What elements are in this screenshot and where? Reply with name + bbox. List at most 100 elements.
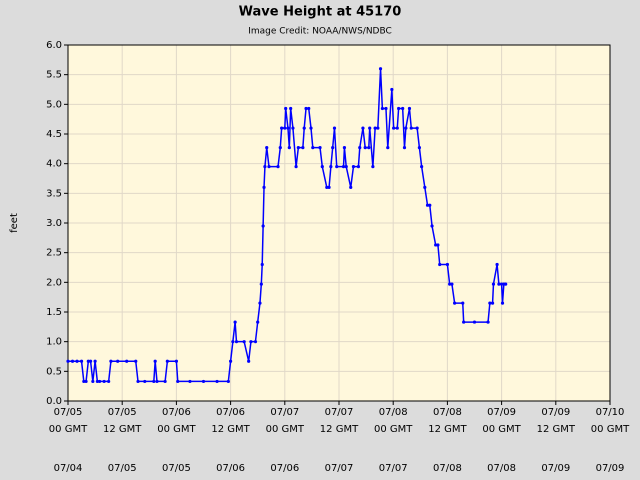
data-point <box>423 185 427 189</box>
data-point <box>472 320 477 324</box>
data-point <box>233 320 237 324</box>
data-point <box>174 359 178 363</box>
data-point <box>70 359 75 363</box>
chart-subtitle: Image Credit: NOAA/NWS/NDBC <box>248 27 392 37</box>
data-point <box>143 379 147 384</box>
data-point <box>280 126 284 130</box>
x-tick-label: 07/05 <box>108 407 137 418</box>
x-tick-label: 00 GMT <box>266 424 305 435</box>
x-tick-label: 07/05 <box>54 407 83 418</box>
data-point <box>404 126 408 130</box>
y-tick-label: 0.0 <box>46 396 62 407</box>
x-tick-label: 07/09 <box>487 407 516 418</box>
data-point <box>286 126 290 130</box>
x-tick-label: 07/08 <box>379 407 408 418</box>
y-tick-label: 2.5 <box>46 248 62 259</box>
data-point <box>247 359 251 363</box>
data-point <box>500 301 505 305</box>
data-point <box>380 106 384 111</box>
y-axis-label: feet <box>9 213 20 233</box>
x-tick-label: 12 GMT <box>103 424 142 435</box>
y-tick-label: 5.0 <box>46 99 62 110</box>
data-point <box>425 203 430 207</box>
x-tick-label: 07/06 <box>162 407 191 418</box>
data-point <box>231 340 235 344</box>
data-point <box>486 320 490 324</box>
data-point <box>262 185 266 189</box>
data-point <box>242 340 246 344</box>
y-tick-label: 3.5 <box>46 188 62 199</box>
x-tick-label: 12 GMT <box>320 424 359 435</box>
y-tick-label: 4.5 <box>46 129 62 140</box>
x-tick-label: 07/05 <box>108 463 137 474</box>
data-point <box>234 340 239 344</box>
x-tick-label: 07/08 <box>487 463 516 474</box>
x-tick-label: 07/10 <box>596 407 625 418</box>
data-point <box>490 301 495 305</box>
x-tick-label: 07/06 <box>216 463 245 474</box>
data-point <box>488 301 492 305</box>
y-tick-label: 3.0 <box>46 218 62 229</box>
x-tick-label: 00 GMT <box>49 424 88 435</box>
plot-border <box>67 44 611 402</box>
data-point <box>261 224 265 228</box>
data-point <box>318 146 322 150</box>
data-point <box>95 379 99 384</box>
data-point <box>302 126 306 130</box>
data-point <box>152 379 156 384</box>
x-tick-label: 00 GMT <box>482 424 521 435</box>
data-point <box>176 379 180 384</box>
data-point <box>491 282 496 286</box>
data-point <box>307 106 311 111</box>
data-point <box>341 165 346 169</box>
data-point <box>384 106 388 111</box>
data-point <box>107 379 111 384</box>
x-tick-label: 07/08 <box>433 407 462 418</box>
data-point <box>125 359 129 363</box>
data-point <box>163 379 167 384</box>
x-tick-label: 07/07 <box>270 407 299 418</box>
y-tick-label: 4.0 <box>46 159 62 170</box>
data-point <box>276 165 280 169</box>
x-tick-label: 07/06 <box>270 463 299 474</box>
data-point <box>66 359 70 363</box>
data-point <box>461 301 465 305</box>
data-point <box>349 185 353 189</box>
data-point <box>376 126 380 130</box>
data-point <box>259 282 263 286</box>
data-point <box>102 379 106 384</box>
x-tick-label: 12 GMT <box>211 424 250 435</box>
data-point <box>428 203 432 207</box>
data-point <box>226 379 230 384</box>
data-point <box>332 126 337 130</box>
data-point <box>436 243 440 247</box>
data-point <box>392 126 396 130</box>
data-point <box>91 379 95 384</box>
y-tick-label: 0.5 <box>46 366 62 377</box>
data-point <box>335 165 339 169</box>
data-point <box>420 165 424 169</box>
x-tick-label: 12 GMT <box>537 424 576 435</box>
data-point <box>287 146 291 150</box>
data-point <box>253 340 258 344</box>
data-point <box>409 126 413 130</box>
data-point <box>188 379 192 384</box>
data-point <box>327 185 331 189</box>
data-point <box>304 106 308 111</box>
data-point <box>84 379 88 384</box>
data-point <box>249 340 253 344</box>
data-point <box>283 126 287 130</box>
x-tick-label: 07/09 <box>541 463 570 474</box>
data-point <box>438 262 442 267</box>
data-point <box>368 126 372 130</box>
data-point <box>256 320 260 324</box>
data-point <box>291 126 295 130</box>
data-point <box>98 379 102 384</box>
data-point <box>311 146 315 150</box>
data-point <box>301 146 305 150</box>
data-point <box>351 165 356 169</box>
data-point <box>265 146 269 150</box>
data-point <box>79 359 84 363</box>
data-point <box>86 359 90 363</box>
data-point <box>495 262 499 267</box>
